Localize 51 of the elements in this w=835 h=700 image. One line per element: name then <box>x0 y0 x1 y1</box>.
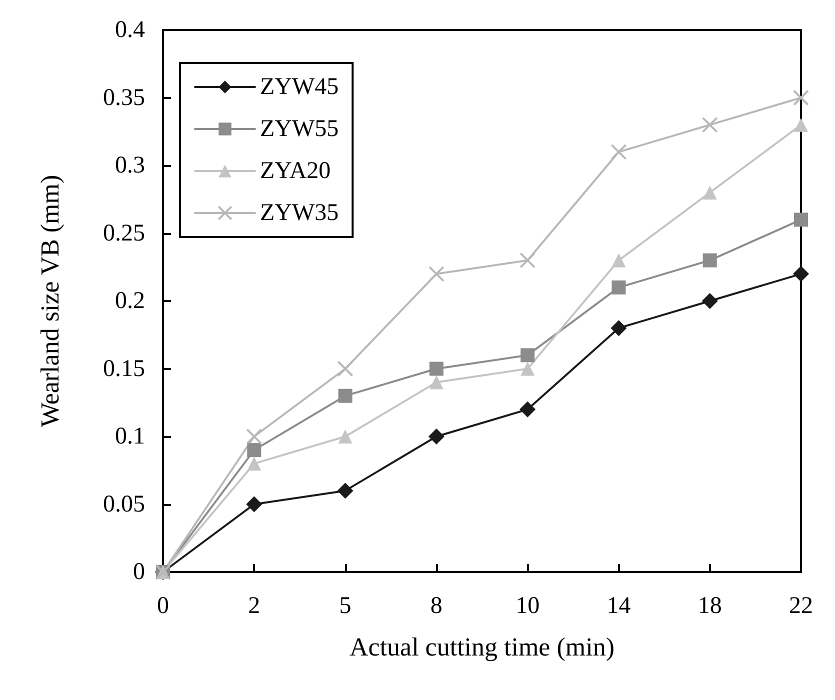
point <box>246 496 262 512</box>
point <box>520 348 535 362</box>
x-tick-label: 14 <box>606 593 631 619</box>
point <box>429 375 444 390</box>
x-tick-label: 8 <box>430 593 442 619</box>
point <box>612 253 626 268</box>
point <box>702 253 717 268</box>
point <box>702 293 718 309</box>
y-tick-label: 0 <box>133 559 145 585</box>
legend-label: ZYW35 <box>260 200 339 226</box>
point <box>520 362 535 376</box>
x-tick-label: 2 <box>248 593 260 619</box>
point <box>428 428 444 444</box>
y-tick-label: 0.2 <box>115 288 145 314</box>
y-tick-label: 0.1 <box>115 424 145 450</box>
point <box>702 186 717 200</box>
point <box>429 362 444 376</box>
point <box>794 212 808 227</box>
legend-label: ZYW45 <box>260 74 339 100</box>
point <box>794 118 808 132</box>
point <box>793 266 809 282</box>
point <box>338 430 352 444</box>
x-tick-label: 10 <box>516 593 540 619</box>
x-tick-label: 5 <box>339 593 352 619</box>
y-tick-label: 0.4 <box>115 17 145 43</box>
point <box>610 144 627 160</box>
point <box>338 388 352 403</box>
y-tick-label: 0.15 <box>103 356 145 382</box>
x-tick-label: 22 <box>789 593 813 619</box>
point <box>612 280 626 294</box>
y-tick-label: 0.05 <box>103 491 145 518</box>
y-tick-label: 0.35 <box>103 84 145 111</box>
point <box>520 252 536 268</box>
point <box>610 320 627 336</box>
point <box>428 266 444 282</box>
point <box>337 360 354 377</box>
x-tick-label: 18 <box>698 593 722 619</box>
x-axis-title: Actual cutting time (min) <box>350 632 614 662</box>
y-tick-label: 0.3 <box>115 152 145 178</box>
point <box>520 401 536 418</box>
point <box>247 456 262 471</box>
point <box>246 428 262 444</box>
legend-label: ZYW55 <box>260 116 339 142</box>
y-axis-title: Wearland size VB (mm) <box>36 174 64 428</box>
legend-label: ZYA20 <box>260 158 331 184</box>
point <box>793 90 809 106</box>
x-tick-label: 0 <box>157 593 169 619</box>
point <box>247 443 262 458</box>
y-tick-label: 0.25 <box>103 220 145 246</box>
point <box>702 116 718 133</box>
point <box>337 482 354 499</box>
